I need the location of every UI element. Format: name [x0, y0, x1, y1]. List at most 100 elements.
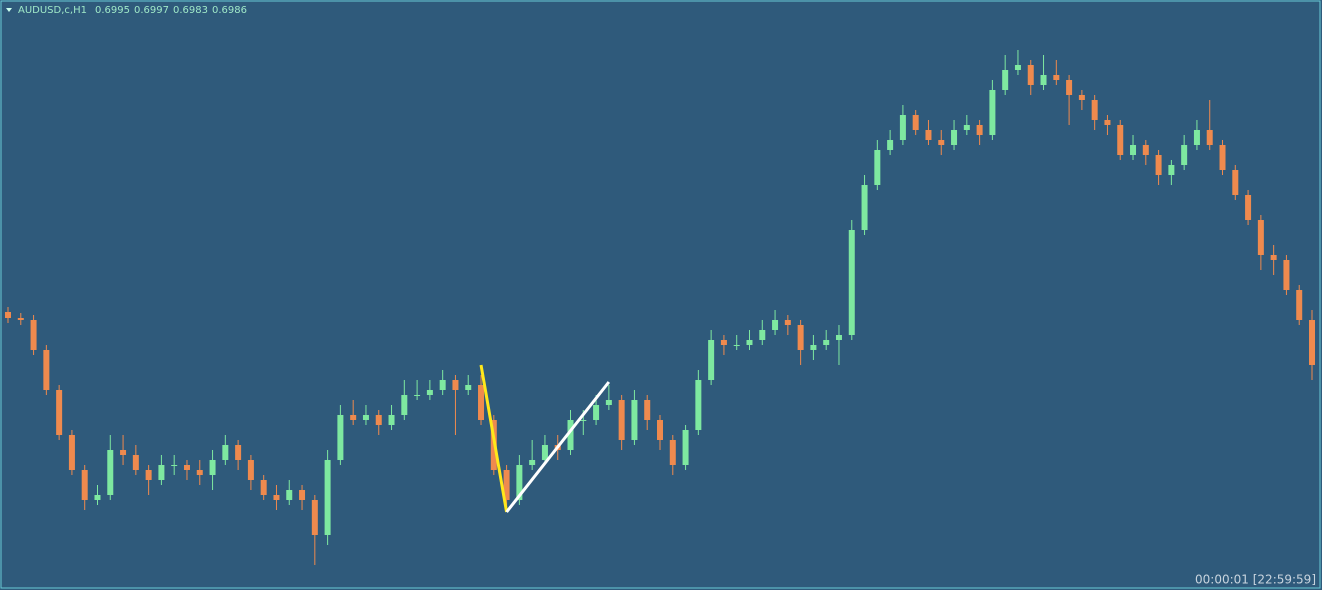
candle-body — [772, 320, 779, 330]
candle-body — [43, 350, 50, 390]
candle-body — [925, 130, 932, 140]
candle-body — [1168, 165, 1175, 175]
candle-body — [145, 470, 152, 480]
candle-body — [733, 345, 740, 346]
candle-body — [94, 495, 101, 500]
candle-body — [247, 460, 254, 480]
candle-body — [1232, 170, 1239, 195]
candle-body — [350, 415, 357, 420]
candle-body — [324, 460, 331, 535]
candle-body — [388, 415, 395, 425]
candle-body — [273, 495, 280, 500]
candle-body — [81, 470, 88, 500]
candle-body — [618, 400, 625, 440]
candle-body — [56, 390, 63, 435]
candle-body — [631, 400, 638, 440]
candle-body — [784, 320, 791, 325]
candle-body — [196, 470, 203, 475]
candle-body — [1309, 320, 1315, 365]
trend-line — [505, 381, 611, 513]
candle-body — [720, 340, 727, 345]
candle-body — [1130, 145, 1137, 155]
candle-body — [439, 380, 446, 390]
candle-body — [362, 415, 369, 420]
candle-body — [1117, 125, 1124, 155]
candle-body — [1296, 290, 1303, 320]
candle-body — [426, 390, 433, 395]
candle-body — [938, 140, 945, 145]
candle-body — [222, 445, 229, 460]
candle-body — [286, 490, 293, 500]
candle-body — [695, 380, 702, 430]
candle-body — [452, 380, 459, 390]
candle-body — [529, 460, 536, 465]
candle-body — [30, 320, 37, 350]
candle-body — [465, 385, 472, 390]
candle-body — [132, 455, 139, 470]
candle-body — [1142, 145, 1149, 155]
candle-body — [874, 150, 881, 185]
candle-body — [68, 435, 75, 470]
candle-body — [593, 405, 600, 420]
candle-body — [1078, 95, 1085, 100]
candle-body — [120, 450, 127, 455]
candle-body — [835, 335, 842, 340]
ohlc-value: 0.6997 — [134, 5, 169, 16]
timer: 00:00:01 [22:59:59] — [1195, 573, 1316, 587]
candle-body — [861, 185, 868, 230]
candle-body — [899, 115, 906, 140]
candle-body — [1002, 70, 1009, 90]
candle-body — [682, 430, 689, 465]
candle-body — [989, 90, 996, 135]
candle-body — [1283, 260, 1290, 290]
candle-body — [746, 340, 753, 345]
candle-body — [708, 340, 715, 380]
candle-body — [567, 420, 574, 450]
candle-body — [963, 125, 970, 130]
candle-body — [171, 465, 178, 466]
candle-body — [299, 490, 306, 500]
candle-body — [810, 345, 817, 350]
candle-body — [848, 230, 855, 335]
candle-body — [976, 125, 983, 135]
trend-line — [479, 364, 509, 513]
ohlc-value: 0.6986 — [212, 5, 247, 16]
candle-body — [235, 445, 242, 460]
ohlc-value: 0.6983 — [173, 5, 208, 16]
candle-body — [1066, 80, 1073, 95]
candle-body — [1014, 65, 1021, 70]
menu-arrow[interactable] — [6, 8, 12, 12]
candle-body — [401, 395, 408, 415]
candle-body — [337, 415, 344, 460]
candle-body — [1257, 220, 1264, 255]
candle-body — [503, 470, 510, 500]
chart-header: AUDUSD,c,H1 0.6995 0.6997 0.6983 0.6986 — [18, 5, 247, 16]
candle-body — [1245, 195, 1252, 220]
candle-body — [541, 445, 548, 460]
candle-body — [17, 318, 24, 320]
candle-body — [260, 480, 267, 495]
candle-body — [580, 420, 587, 421]
candle-body — [209, 460, 216, 475]
candle-body — [1027, 65, 1034, 85]
candle-body — [1091, 100, 1098, 120]
candle-body — [759, 330, 766, 340]
candle-body — [375, 415, 382, 425]
candle-body — [1053, 75, 1060, 80]
candle-body — [951, 130, 958, 145]
ohlc-value: 0.6995 — [95, 5, 130, 16]
candle-body — [1193, 130, 1200, 145]
candle-body — [1181, 145, 1188, 165]
candle-body — [414, 395, 421, 396]
candle-body — [644, 400, 651, 420]
candle-body — [1206, 130, 1213, 145]
candle-body — [311, 500, 318, 535]
candle-body — [657, 420, 663, 440]
candle-body — [797, 325, 804, 350]
candle-body — [1219, 145, 1226, 170]
candle-body — [5, 312, 11, 318]
candle-body — [605, 400, 612, 405]
